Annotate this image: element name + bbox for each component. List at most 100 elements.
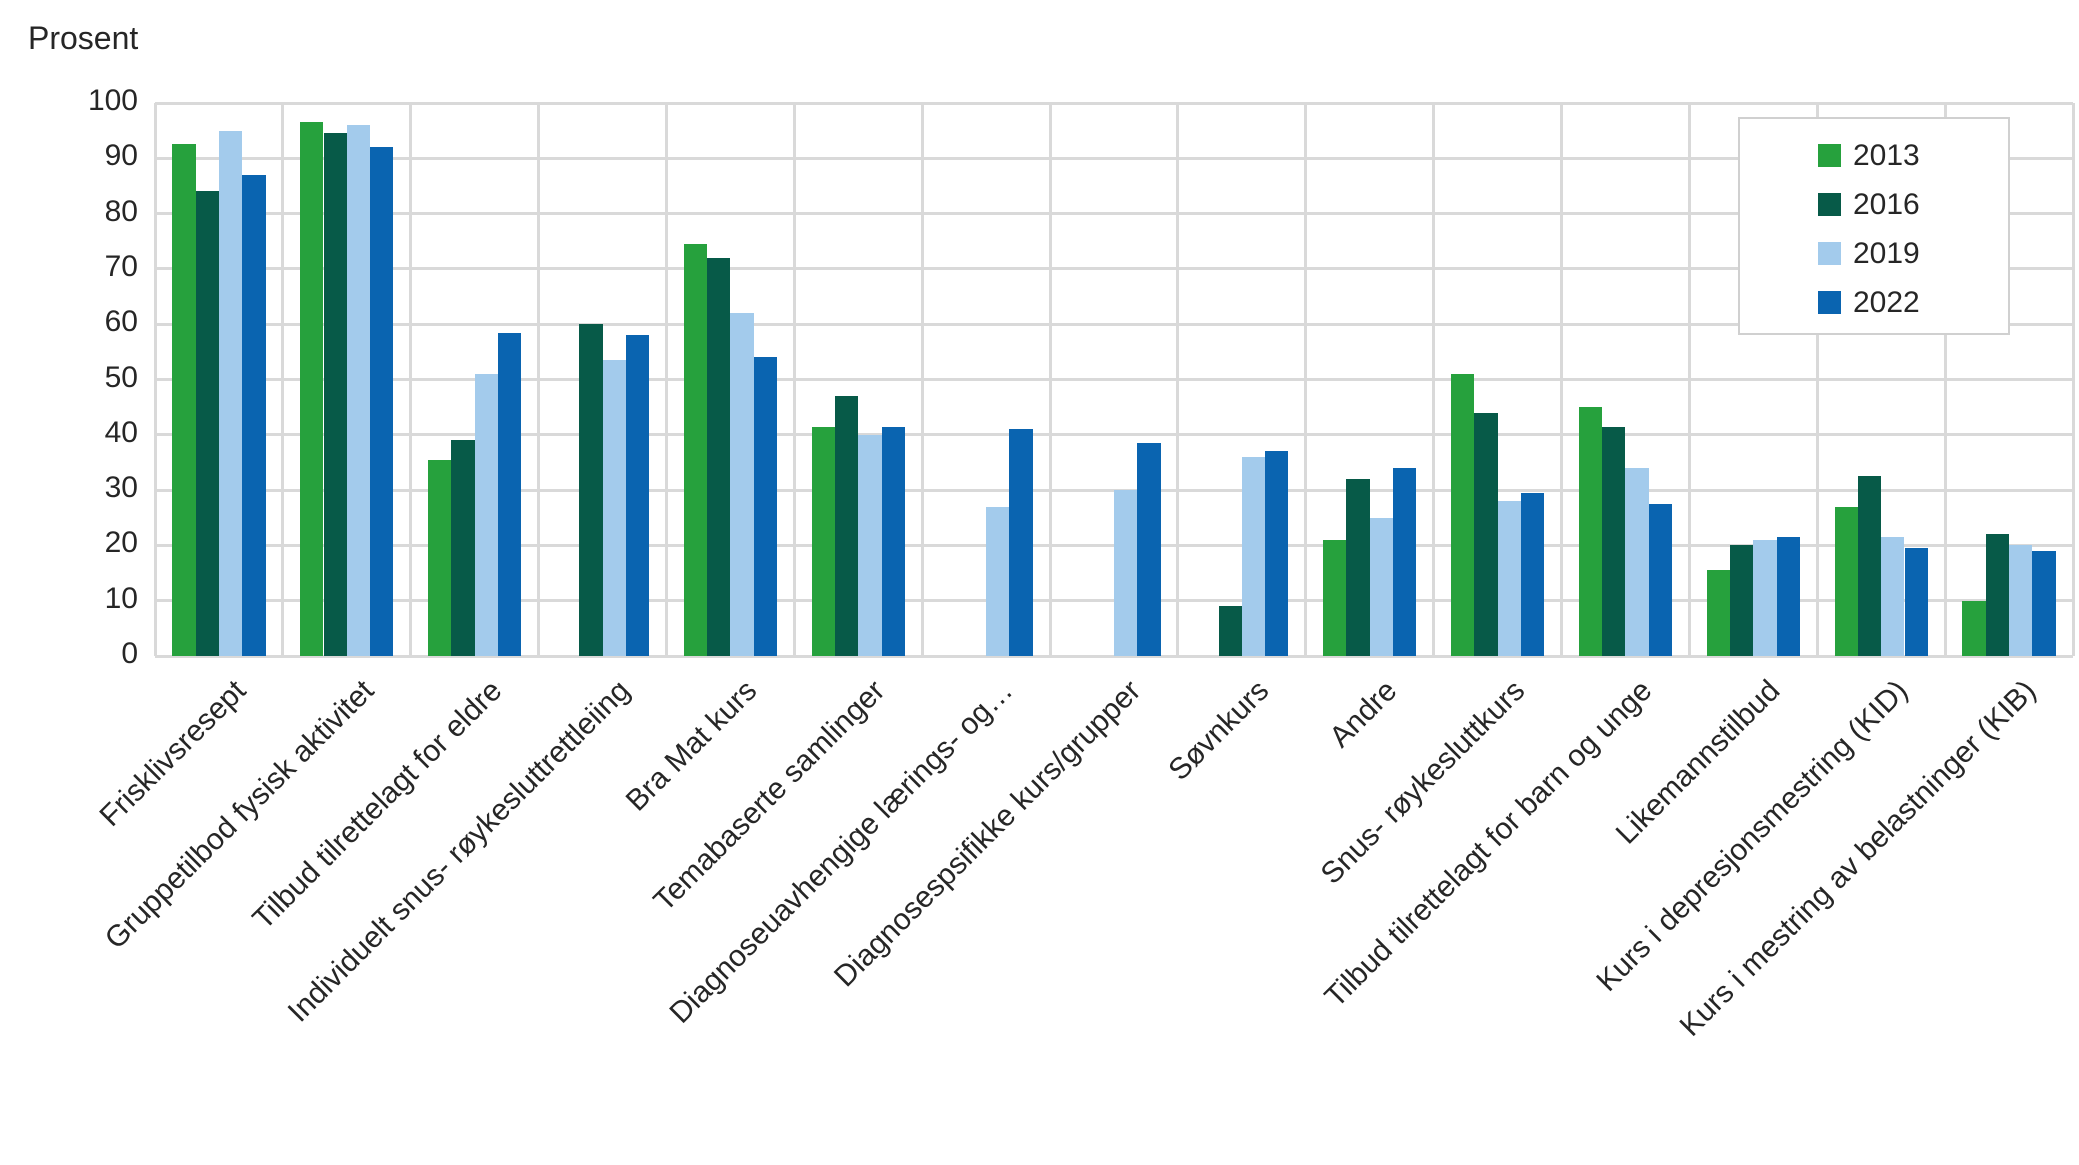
bar-2016-Søvnkurs	[1218, 606, 1242, 656]
bar-2016-Kurs i depresjonsmestring (KID)	[1857, 476, 1882, 656]
bar-2013-Temabaserte samlinger	[811, 426, 835, 656]
gridline-horizontal	[155, 101, 2073, 105]
bar-2016-Likemannstilbud	[1730, 545, 1754, 656]
bar-2016-Gruppetilbod fysisk aktivitet	[323, 133, 347, 656]
gridline-vertical	[664, 103, 668, 656]
bar-2016-Snus- røykesluttkurs	[1474, 412, 1498, 656]
bar-2016-Tilbud tilrettelagt for barn og unge	[1602, 426, 1626, 656]
legend-swatch-icon	[1818, 193, 1841, 216]
bar-2016-Andre	[1346, 479, 1370, 656]
legend-item-2016: 2016	[1818, 180, 2008, 229]
legend-swatch-icon	[1818, 291, 1841, 314]
bar-2022-Frisklivsresept	[242, 174, 266, 656]
legend-swatch-icon	[1818, 242, 1841, 265]
gridline-vertical	[1560, 103, 1564, 656]
bar-2019-Tilbud tilrettelagt for eldre	[474, 373, 498, 656]
legend-item-2022: 2022	[1818, 278, 2008, 327]
legend-label: 2022	[1853, 285, 1920, 319]
legend-item-2013: 2013	[1818, 131, 2008, 180]
legend-label: 2019	[1853, 236, 1920, 270]
bar-2022-Tilbud tilrettelagt for eldre	[497, 332, 522, 656]
y-tick-label: 30	[104, 471, 138, 505]
bar-2022-Andre	[1393, 467, 1417, 656]
bar-2019-Frisklivsresept	[218, 130, 243, 656]
bar-2013-Kurs i mestring av belastninger (KIB)	[1962, 600, 1986, 656]
gridline-horizontal	[155, 322, 2073, 326]
y-tick-label: 10	[104, 581, 138, 615]
bar-2019-Tilbud tilrettelagt for barn og unge	[1625, 467, 1649, 656]
y-tick-label: 70	[104, 249, 138, 283]
gridline-horizontal	[155, 378, 2073, 381]
bar-2016-Kurs i mestring av belastninger (KIB)	[1985, 534, 2010, 656]
bar-2013-Kurs i depresjonsmestring (KID)	[1834, 506, 1858, 656]
bar-2019-Diagnoseuavhengige lærings- og…	[986, 506, 1010, 656]
gridline-vertical	[281, 103, 285, 656]
bar-2013-Likemannstilbud	[1706, 570, 1731, 656]
bar-2019-Søvnkurs	[1241, 456, 1266, 656]
bar-2022-Temabaserte samlinger	[881, 426, 905, 656]
legend-label: 2013	[1853, 138, 1920, 172]
y-tick-label: 90	[104, 139, 138, 173]
gridline-vertical	[153, 103, 157, 656]
bar-2013-Andre	[1323, 539, 1347, 656]
gridline-horizontal	[155, 212, 2073, 216]
y-tick-label: 60	[104, 305, 138, 339]
y-tick-label: 100	[87, 84, 138, 117]
bar-2019-Temabaserte samlinger	[858, 434, 882, 656]
y-tick-label: 20	[104, 526, 138, 560]
gridline-horizontal	[155, 267, 2073, 271]
bar-2019-Individuelt snus- røykesluttrettleiing	[602, 360, 626, 656]
gridline-vertical	[537, 103, 541, 656]
bar-2022-Tilbud tilrettelagt for barn og unge	[1648, 503, 1673, 656]
gridline-vertical	[1176, 103, 1180, 656]
bar-2022-Snus- røykesluttkurs	[1520, 492, 1545, 656]
legend-label: 2016	[1853, 187, 1920, 221]
gridline-vertical	[409, 103, 413, 656]
bar-2022-Individuelt snus- røykesluttrettleiing	[625, 335, 650, 656]
bar-2016-Individuelt snus- røykesluttrettleiing	[579, 324, 603, 656]
bar-2019-Likemannstilbud	[1753, 539, 1777, 656]
gridline-vertical	[1815, 103, 1819, 656]
plot-area	[153, 101, 2075, 658]
bar-2016-Tilbud tilrettelagt for eldre	[451, 440, 475, 656]
bar-2013-Gruppetilbod fysisk aktivitet	[300, 122, 324, 656]
x-axis-label: Tilbud tilrettelagt for eldre	[246, 674, 509, 936]
bar-2013-Bra Mat kurs	[683, 244, 708, 656]
bar-2019-Andre	[1369, 517, 1394, 656]
bar-2019-Gruppetilbod fysisk aktivitet	[346, 125, 371, 656]
gridline-vertical	[920, 103, 924, 656]
gridline-vertical	[1048, 103, 1052, 656]
gridline-horizontal	[155, 654, 2073, 658]
bar-2019-Snus- røykesluttkurs	[1497, 501, 1521, 656]
bar-2022-Gruppetilbod fysisk aktivitet	[370, 147, 394, 656]
bar-2022-Bra Mat kurs	[753, 357, 777, 656]
bar-2019-Kurs i mestring av belastninger (KIB)	[2009, 545, 2033, 656]
bar-2019-Diagnosespsifikke kurs/grupper	[1114, 490, 1138, 656]
gridline-horizontal	[155, 488, 2073, 492]
bar-2022-Diagnoseuavhengige lærings- og…	[1009, 429, 1033, 656]
bar-2022-Kurs i mestring av belastninger (KIB)	[2032, 550, 2056, 656]
y-tick-label: 50	[104, 360, 138, 394]
bar-2013-Tilbud tilrettelagt for eldre	[428, 459, 452, 656]
y-axis-title: Prosent	[28, 20, 139, 56]
gridline-vertical	[792, 103, 796, 656]
legend-item-2019: 2019	[1818, 229, 2008, 278]
legend: 2013 2016 2019 2022	[1738, 117, 2010, 335]
bar-2022-Kurs i depresjonsmestring (KID)	[1904, 548, 1928, 656]
gridline-vertical	[1432, 103, 1436, 656]
bar-2019-Kurs i depresjonsmestring (KID)	[1881, 537, 1905, 656]
gridline-horizontal	[155, 156, 2073, 160]
gridline-vertical	[1943, 103, 1947, 656]
bar-2016-Bra Mat kurs	[707, 257, 731, 656]
gridline-vertical	[1304, 103, 1308, 656]
bar-2013-Snus- røykesluttkurs	[1451, 373, 1475, 656]
gridline-horizontal	[155, 433, 2073, 437]
bar-2013-Tilbud tilrettelagt for barn og unge	[1578, 407, 1603, 656]
bar-2022-Søvnkurs	[1265, 451, 1289, 656]
gridline-vertical	[1687, 103, 1691, 656]
bar-2019-Bra Mat kurs	[730, 313, 754, 656]
legend-swatch-icon	[1818, 144, 1841, 167]
bar-2016-Temabaserte samlinger	[834, 396, 859, 656]
y-tick-label: 80	[104, 194, 138, 228]
